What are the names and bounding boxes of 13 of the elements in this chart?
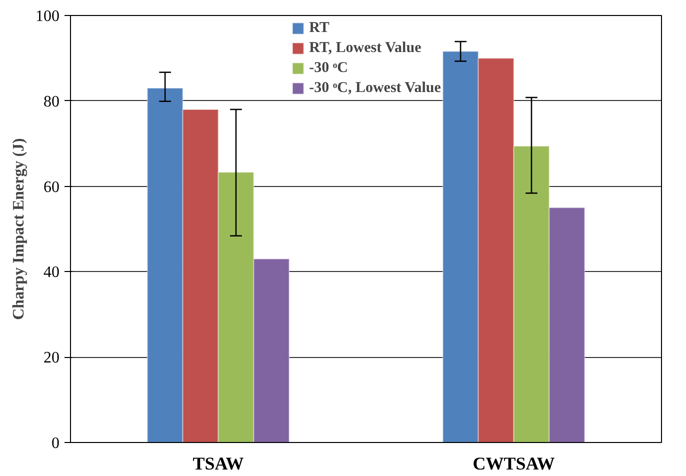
x-tick-label: CWTSAW (472, 454, 555, 474)
y-tick-label: 20 (44, 350, 60, 367)
y-axis-title: Charpy Impact Energy (J) (10, 138, 28, 320)
legend-label: RT (309, 19, 330, 37)
y-tick-label: 40 (44, 264, 60, 282)
legend-label: -30 ᵒC, Lowest Value (309, 79, 441, 97)
legend-label: RT, Lowest Value (309, 39, 422, 57)
x-tick-label: TSAW (192, 454, 244, 474)
legend-label: -30 ᵒC (309, 59, 348, 77)
y-tick-label: 0 (52, 435, 60, 452)
y-tick-label: 100 (36, 8, 60, 25)
y-tick-label: 80 (44, 93, 60, 110)
y-tick-label: 60 (44, 178, 60, 196)
